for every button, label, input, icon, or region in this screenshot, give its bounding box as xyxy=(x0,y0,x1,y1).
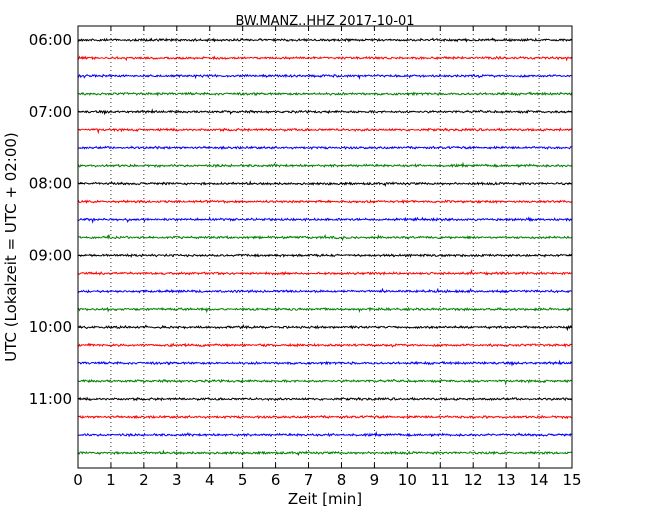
plot-frame xyxy=(77,25,573,469)
y-axis-ticks: 06:00 07:00 08:00 09:00 10:00 11:00 xyxy=(29,31,572,408)
x-axis-ticks: 0 1 2 3 4 5 6 7 8 9 10 11 12 13 14 15 xyxy=(73,26,582,489)
seismogram-trace xyxy=(77,253,572,259)
seismogram-trace xyxy=(77,306,572,314)
seismogram-trace xyxy=(77,378,572,386)
seismogram-trace xyxy=(77,55,572,62)
seismogram-trace xyxy=(77,199,572,205)
seismogram-trace xyxy=(78,233,572,242)
seismogram-trace xyxy=(77,37,572,43)
grid-lines xyxy=(110,26,540,468)
seismogram-trace xyxy=(77,216,572,224)
seismogram-trace xyxy=(77,323,572,332)
x-tick-label: 13 xyxy=(497,471,516,489)
y-tick-label: 10:00 xyxy=(29,318,72,336)
seismogram-trace xyxy=(77,359,572,367)
y-tick-label: 11:00 xyxy=(29,390,72,408)
x-axis-label: Zeit [min] xyxy=(288,490,362,508)
x-tick-label: 14 xyxy=(530,471,549,489)
x-tick-label: 3 xyxy=(172,471,182,489)
seismogram-trace xyxy=(77,430,572,438)
x-tick-label: 5 xyxy=(238,471,248,489)
seismogram-trace xyxy=(77,91,572,97)
x-tick-label: 2 xyxy=(139,471,149,489)
x-tick-label: 10 xyxy=(398,471,417,489)
seismogram-trace xyxy=(77,269,572,276)
seismogram-trace xyxy=(77,180,572,187)
seismogram-trace xyxy=(77,414,572,420)
seismogram-trace xyxy=(77,73,572,80)
y-tick-label: 09:00 xyxy=(29,246,72,264)
y-tick-label: 07:00 xyxy=(29,103,72,121)
seismogram-trace xyxy=(77,161,572,169)
seismogram-trace xyxy=(77,145,572,151)
x-tick-label: 0 xyxy=(73,471,83,489)
y-tick-label: 06:00 xyxy=(29,31,72,49)
x-tick-label: 12 xyxy=(464,471,483,489)
seismogram-trace xyxy=(77,127,572,135)
trace-group xyxy=(77,37,572,457)
x-tick-label: 7 xyxy=(304,471,314,489)
x-tick-label: 9 xyxy=(370,471,380,489)
x-tick-label: 6 xyxy=(271,471,281,489)
seismogram-trace xyxy=(77,108,572,116)
seismogram-trace xyxy=(77,449,572,457)
seismogram-trace xyxy=(77,342,572,348)
x-tick-label: 1 xyxy=(106,471,116,489)
x-tick-label: 15 xyxy=(562,471,581,489)
x-tick-label: 8 xyxy=(337,471,347,489)
y-tick-label: 08:00 xyxy=(29,175,72,193)
x-tick-label: 11 xyxy=(431,471,450,489)
chart-title: BW.MANZ..HHZ 2017-10-01 xyxy=(235,14,414,29)
x-tick-label: 4 xyxy=(205,471,215,489)
y-axis-label: UTC (Lokalzeit = UTC + 02:00) xyxy=(2,132,20,362)
seismogram-trace xyxy=(77,396,572,402)
seismogram-trace xyxy=(77,287,572,294)
